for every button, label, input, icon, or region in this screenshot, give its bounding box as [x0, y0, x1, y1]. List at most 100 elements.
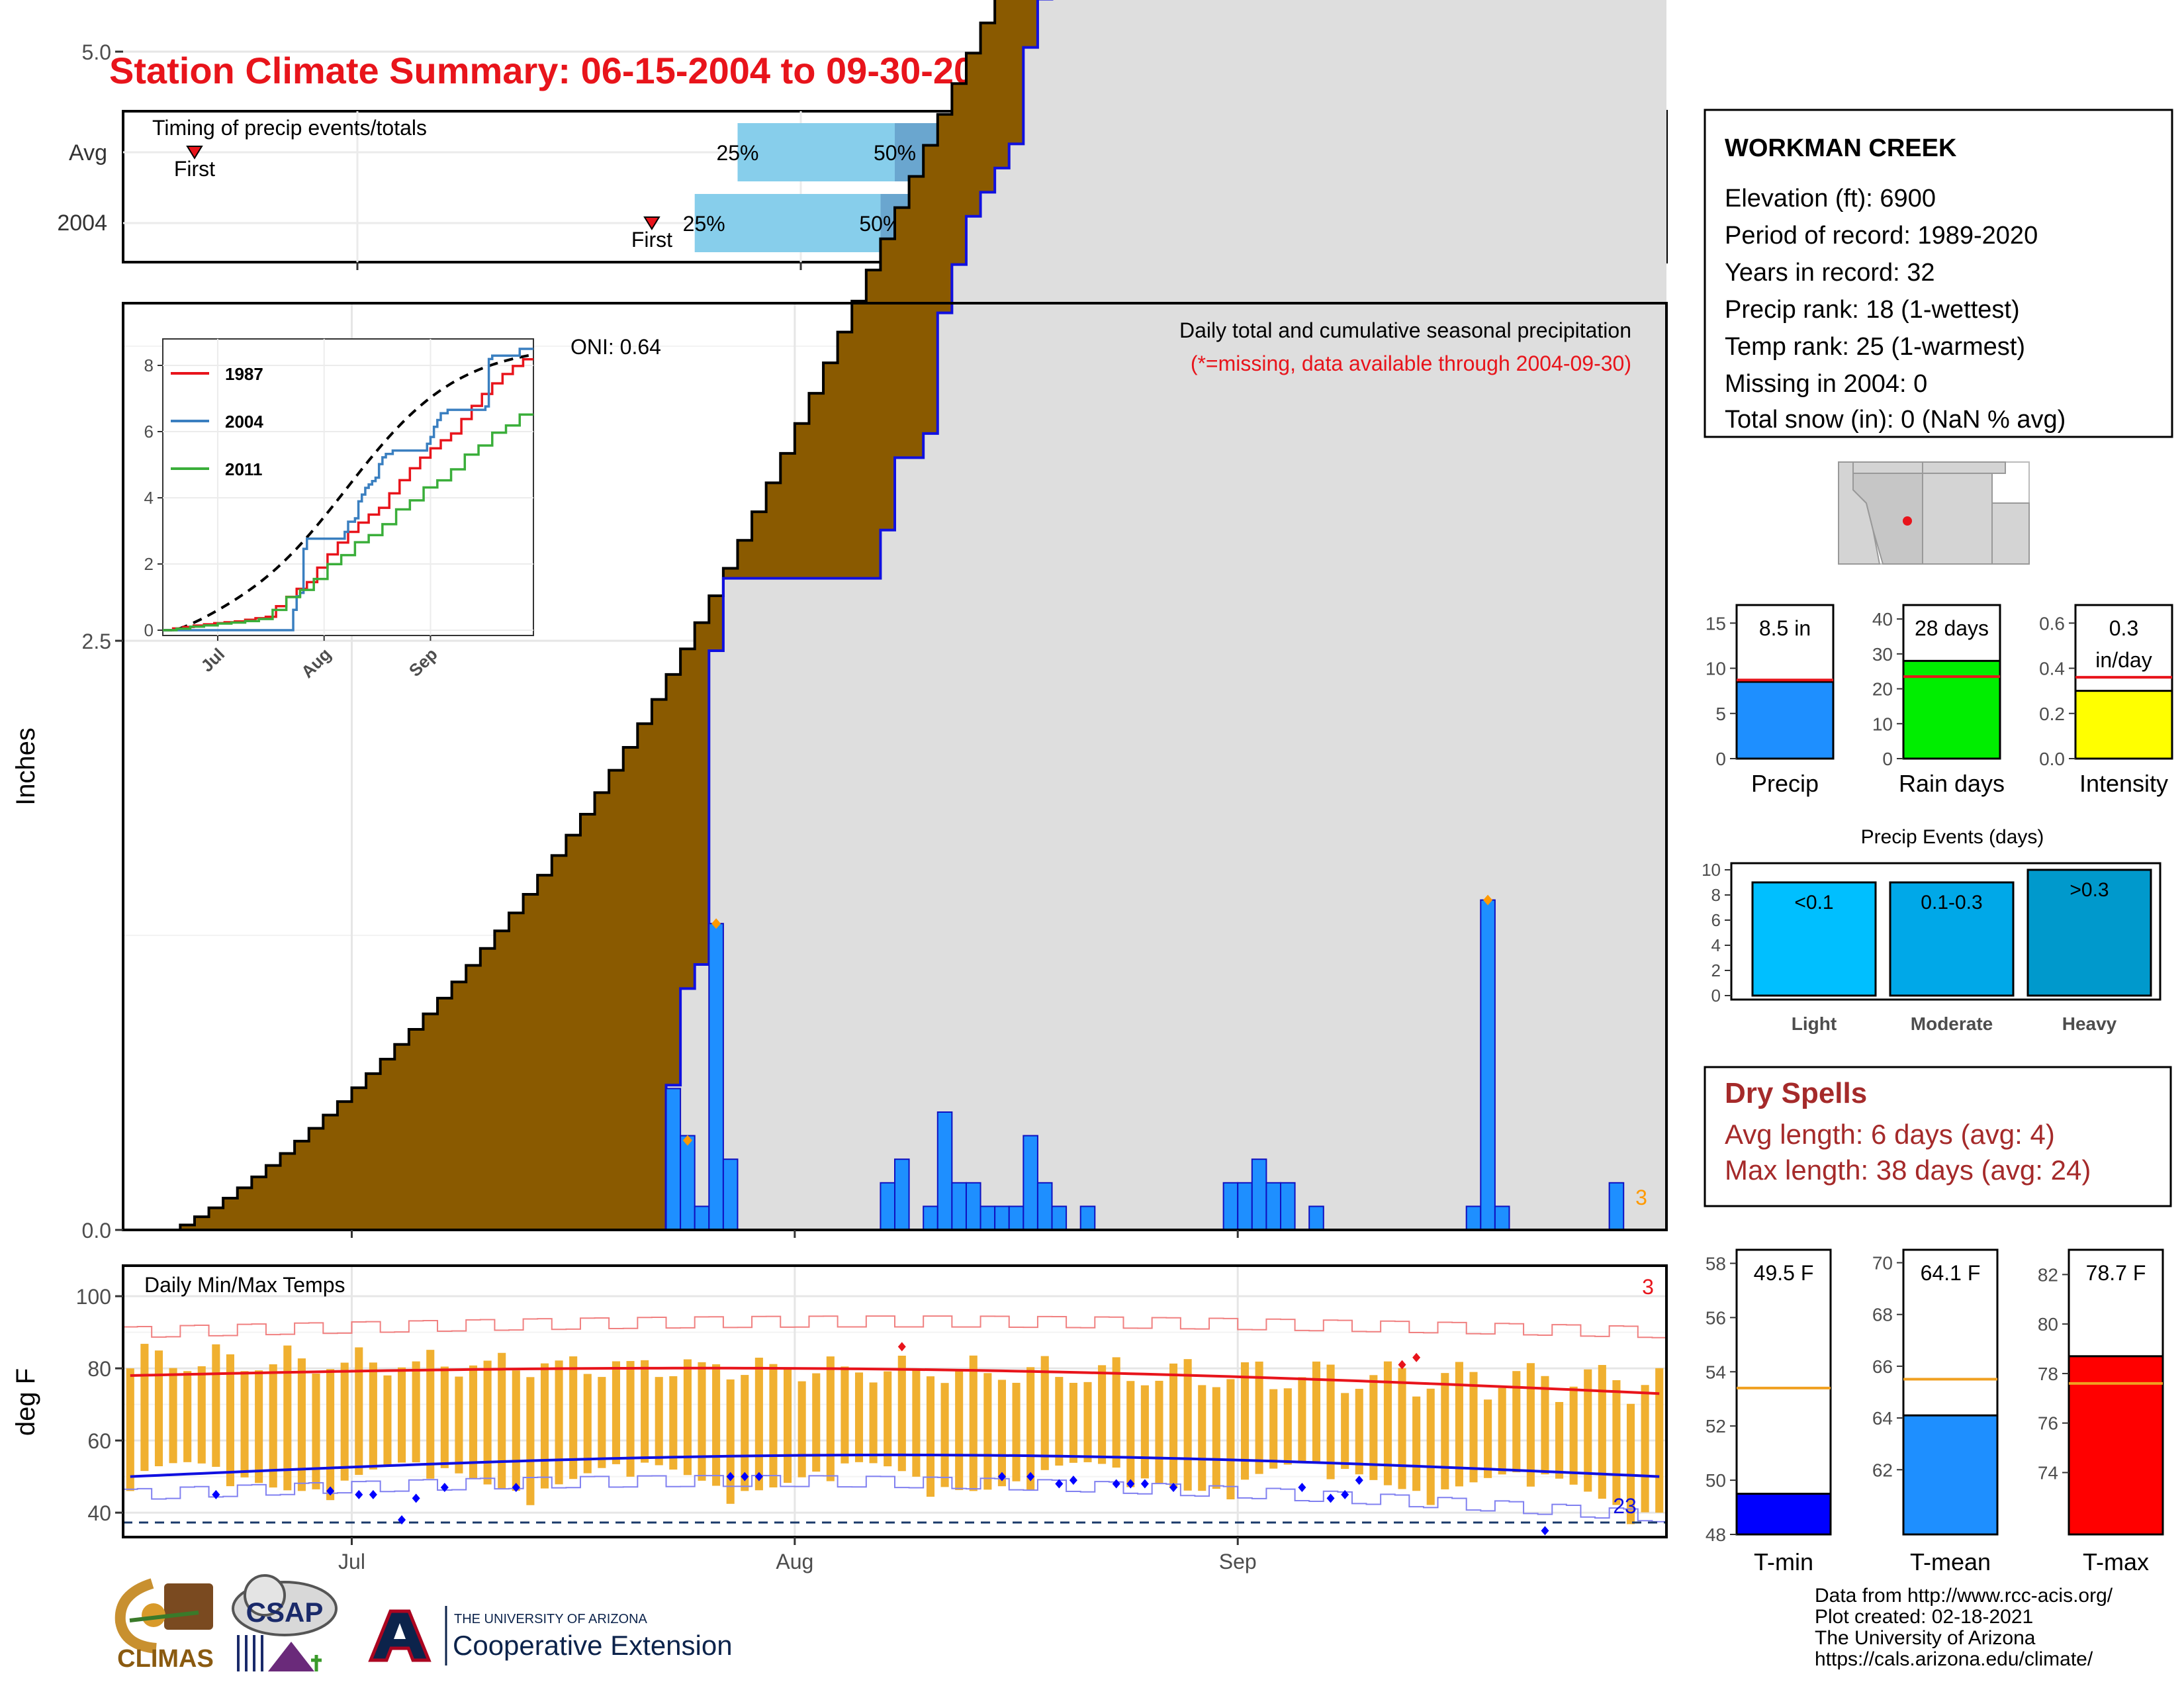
low-record-marker: [398, 1515, 406, 1525]
events-bar-light: [1751, 881, 1877, 997]
daily-temp-range-bar: [655, 1377, 663, 1466]
events-bar-moderate: [1889, 881, 2015, 997]
main-subtitle: Daily total and cumulative seasonal prec…: [1179, 318, 1631, 342]
events-tick-label: 0: [1711, 986, 1721, 1006]
daily-temp-range-bar: [598, 1377, 606, 1468]
daily-temp-range-bar: [826, 1356, 835, 1481]
daily-temp-range-bar: [226, 1354, 234, 1487]
events-tick-label: 2: [1711, 961, 1721, 980]
timing-q25-q50-bar: [737, 123, 895, 181]
daily-temp-range-bar: [754, 1358, 763, 1491]
daily-temp-range-bar: [812, 1373, 821, 1472]
map-state-utah: [1852, 461, 1923, 474]
ua-small-text: THE UNIVERSITY OF ARIZONA: [454, 1612, 648, 1626]
daily-temp-range-bar: [283, 1345, 292, 1491]
timing-label: Timing of precip events/totals: [152, 116, 427, 140]
temp-summary-label: T-min: [1754, 1548, 1813, 1575]
temps-y-axis-title: deg F: [11, 1368, 40, 1436]
summary-tick-label: 5: [1715, 704, 1726, 724]
daily-temp-range-bar: [483, 1360, 492, 1485]
temp-summary-tick-label: 66: [1872, 1356, 1893, 1377]
map-state-texas: [1991, 502, 2030, 565]
daily-precip-bar: [708, 923, 724, 1231]
low-record-marker: [355, 1489, 363, 1499]
main-y-tick-label: 5.0: [82, 40, 111, 64]
inset-y-tick-label: 4: [144, 488, 154, 508]
daily-precip-bar: [1480, 899, 1496, 1231]
daily-temp-range-bar: [212, 1344, 220, 1467]
daily-temp-range-bar: [540, 1363, 549, 1489]
inset-series-2011: [163, 413, 533, 632]
daily-temp-range-bar: [1341, 1393, 1349, 1470]
low-record-marker: [1069, 1476, 1077, 1485]
daily-temp-range-bar: [1140, 1385, 1149, 1479]
daily-precip-bar: [722, 1158, 739, 1231]
low-record-marker: [1541, 1526, 1549, 1536]
events-category-label: Heavy: [2062, 1013, 2117, 1034]
tmin-record-line: [123, 1475, 1666, 1523]
temp-summary-tick-label: 70: [1872, 1253, 1893, 1274]
inset-average-line: [163, 353, 531, 632]
daily-temp-range-bar: [940, 1383, 949, 1487]
daily-temp-range-bar: [469, 1365, 478, 1479]
daily-temp-range-bar: [1541, 1376, 1549, 1475]
daily-precip-bar: [1036, 1182, 1053, 1231]
daily-precip-bar: [923, 1205, 938, 1231]
precip-events-chart: Precip Events (days) 0 2 4 6 8 10 <0.1 Light 0.1…: [1702, 826, 2161, 1034]
temp-summary-tick-label: 76: [2038, 1413, 2058, 1434]
missing-marker: [1483, 894, 1493, 906]
daily-temp-range-bar: [641, 1360, 649, 1463]
temp-summary-tick-label: 64: [1872, 1408, 1893, 1429]
summary-value-line2: in/day: [2095, 648, 2152, 672]
climas-logo: CLIMAS: [114, 1578, 214, 1673]
low-record-marker: [1055, 1479, 1064, 1489]
ua-big-text: Cooperative Extension: [453, 1630, 733, 1661]
daily-precip-bar: [1465, 1205, 1482, 1231]
tmax-average-line: [130, 1366, 1660, 1395]
low-record-marker: [1026, 1472, 1035, 1481]
low-record-marker: [726, 1472, 735, 1481]
first-event-marker: [186, 146, 203, 160]
events-tick-label: 6: [1711, 910, 1721, 930]
credit-line-url: https://cals.arizona.edu/climate/: [1815, 1648, 2093, 1670]
low-record-marker: [1298, 1482, 1306, 1492]
summary-tick-label: 10: [1872, 714, 1893, 734]
station-line-snow: Total snow (in): 0 (NaN % avg): [1725, 406, 2066, 434]
daily-precip-bar: [965, 1182, 981, 1231]
temp-summary-value: 49.5 F: [1754, 1261, 1814, 1285]
daily-temp-range-bar: [1655, 1368, 1664, 1513]
temp-summary-tick-label: 82: [2038, 1264, 2058, 1285]
daily-temp-range-bar: [383, 1375, 392, 1466]
temp-summary-tick-label: 68: [1872, 1305, 1893, 1325]
csap-logo-text: CSAP: [246, 1597, 324, 1628]
daily-temp-range-bar: [1326, 1364, 1335, 1479]
station-line-years: Years in record: 32: [1725, 259, 1935, 287]
daily-temp-range-bar: [526, 1377, 535, 1505]
daily-temp-range-bar: [669, 1376, 678, 1470]
daily-temp-range-bar: [969, 1355, 978, 1491]
daily-temp-range-bar: [726, 1379, 735, 1504]
daily-temp-range-bar: [183, 1371, 192, 1462]
daily-temp-range-bar: [784, 1368, 792, 1483]
daily-temp-range-bar: [983, 1373, 992, 1490]
daily-temp-range-bar: [1441, 1373, 1449, 1489]
daily-temp-range-bar: [1598, 1365, 1606, 1499]
temp-summary-tick-label: 48: [1706, 1524, 1726, 1545]
credits: Data from http://www.rcc-acis.org/ Plot …: [1815, 1585, 2113, 1670]
daily-precip-bar: [880, 1182, 895, 1231]
daily-temp-range-bar: [1569, 1386, 1578, 1485]
daily-temp-range-bar: [912, 1369, 921, 1477]
daily-temp-range-bar: [340, 1362, 349, 1481]
events-category-label: Light: [1792, 1013, 1837, 1034]
events-bar-label: 0.1-0.3: [1921, 892, 1982, 914]
daily-temp-range-bar: [1055, 1377, 1064, 1466]
daily-temp-range-bar: [1283, 1388, 1292, 1465]
daily-temp-range-bar: [512, 1370, 520, 1491]
low-record-marker: [741, 1472, 749, 1481]
daily-precip-bar: [1079, 1205, 1096, 1231]
inset-y-tick-label: 6: [144, 422, 154, 442]
low-record-marker: [440, 1482, 449, 1492]
daily-temp-range-bar: [326, 1369, 335, 1501]
high-record-marker: [1398, 1360, 1406, 1370]
